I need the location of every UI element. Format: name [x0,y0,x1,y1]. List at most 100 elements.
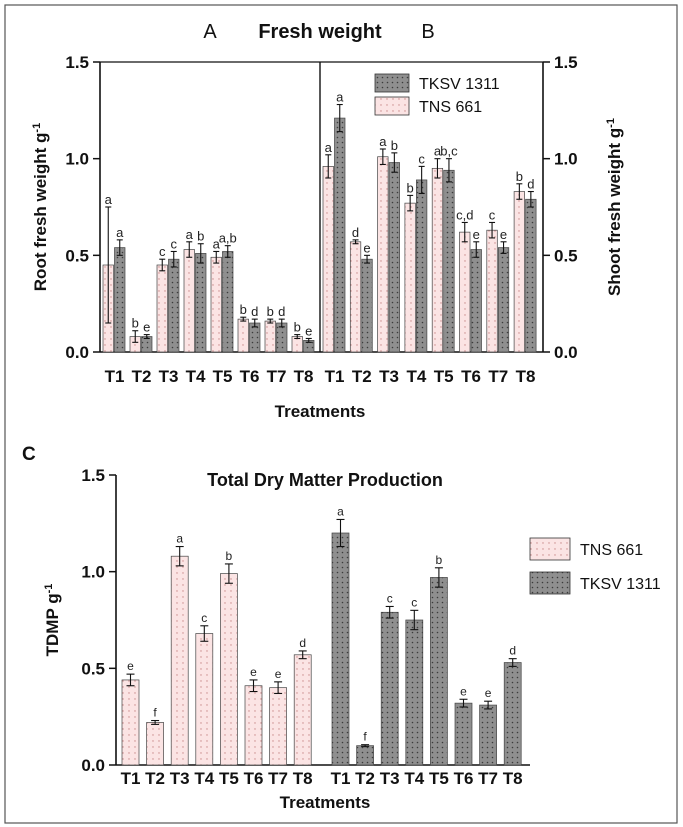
panel-b-significance-letter: d [527,177,534,192]
x-axis-ab-label: Treatments [275,402,366,421]
panel-b-category-label: T2 [352,367,372,386]
y-axis-c-ticks: 0.0 0.5 1.0 1.5 [81,466,116,775]
panel-a-significance-letter: a [186,227,194,242]
panel-c-significance-letter: c [411,595,417,609]
panel-b-significance-letter: a [434,144,442,159]
y-axis-a-ticks: 0.0 0.5 1.0 1.5 [65,53,100,362]
panel-c-significance-letter: e [460,684,467,698]
panel-a-significance-letter: e [305,323,312,338]
panel-b-category-label: T4 [406,367,426,386]
panel-a-significance-letter: a [213,236,221,251]
panel-a-bar [195,253,207,353]
panel-b-bar [377,156,389,353]
panel-b-bar [349,241,362,353]
panel-b-y-tick-label: 1.0 [554,150,578,169]
panel-b-bar [334,117,346,353]
panel-b-bar [497,247,510,353]
panel-a-categories: T1 T2 T3 T4 T5 T6 T7 T8 [105,367,314,386]
panel-b-significance-letter: c [489,207,496,222]
legend-c: TNS 661 TKSV 1311 [529,537,661,595]
panel-a-significance-letter: b [294,320,301,335]
panel-c-bar [244,685,263,766]
panel-a-significance-letter: c [159,244,166,259]
panel-c-title: Total Dry Matter Production [207,470,443,490]
panel-a-significance-letter: b [132,316,139,331]
panel-c-significance-letter: e [275,667,282,681]
panel-b-significance-letter: e [363,240,370,255]
panel-b-significance-letter: a [379,134,387,149]
panel-c-significance-letter: d [299,636,306,650]
panel-a-category-label: T7 [267,367,287,386]
panel-a-category-label: T4 [186,367,206,386]
panel-c-significance-letter: f [153,706,157,720]
panel-a-label: A [203,21,217,43]
panel-b-y-tick-label: 1.5 [554,53,578,72]
panel-b-bar [388,162,400,353]
panel-a-category-label: T5 [213,367,233,386]
panel-c-bar [454,702,473,766]
x-axis-c-label: Treatments [280,793,371,812]
panel-c-category-label: T3 [170,769,190,788]
panel-c-bar [195,633,214,766]
panel-c-significance-letter: a [337,504,344,518]
panel-b-category-label: T8 [516,367,536,386]
legend-b-swatch-1 [374,73,410,93]
panel-c-category-label: T1 [121,769,141,788]
panel-a-y-tick-label: 1.0 [65,150,89,169]
panel-b-bar [443,169,455,353]
panel-b-significance-letter: b [407,180,414,195]
panel-b-significance-letter: b [516,169,523,184]
panel-c-category-label: T4 [404,769,424,788]
y-axis-b-ticks: 0.0 0.5 1.0 1.5 [543,53,578,362]
panel-a-bar [264,320,276,353]
panel-c-bar [356,745,374,766]
panel-c-bar [430,577,448,766]
panel-b-bar [486,229,498,353]
panel-a-category-label: T6 [240,367,260,386]
panel-c-category-label: T5 [429,769,449,788]
y-axis-a-label-main: Root fresh weight g [31,133,50,292]
panel-c-category-label: T2 [355,769,375,788]
panel-a-category-label: T3 [159,367,179,386]
panel-c-bar [170,555,189,766]
panel-a-significance-letter: b [197,229,204,244]
panel-c-significance-letter: c [201,611,207,625]
panel-a-category-label: T8 [294,367,314,386]
panel-c-categories: T1 T2 T3 T4 T5 T6 T7 T8 T1 T2 T3 T4 T5 T6 T7 T8 [121,769,523,788]
panel-a-bar [156,264,168,353]
panel-c-category-label: T7 [478,769,498,788]
panel-b-bar [431,167,444,353]
panel-c-significance-letter: e [250,665,257,679]
panel-c-category-label: T8 [503,769,523,788]
panel-b-significance-letter: e [473,227,480,242]
legend-b-entry-1: TKSV 1311 [419,76,500,93]
panel-b-label: B [421,21,434,43]
panel-c-label: C [22,444,36,465]
y-axis-b-label-sup: -1 [605,118,617,128]
panel-b-bar [525,198,537,353]
panel-c-category-label: T7 [268,769,288,788]
panel-b-y-tick-label: 0.5 [554,246,578,265]
legend-c-swatch-2 [529,571,571,595]
panel-a-significance-letter: d [278,304,285,319]
panel-c-category-label: T4 [194,769,214,788]
panel-a-bar [183,249,195,353]
legend-b: TKSV 1311 TNS 661 [374,73,500,116]
panel-b-bar [470,249,482,353]
panel-a-significance-letter: c [171,236,178,251]
panel-b-bar [404,202,416,353]
panel-c-category-label: T8 [293,769,313,788]
panel-c-bar [121,679,140,766]
panel-c-bar [269,687,287,766]
panel-a-y-tick-label: 0.5 [65,246,89,265]
panel-c-significance-letter: a [176,532,183,546]
panel-c-category-label: T6 [454,769,474,788]
panel-c-category-label: T1 [331,769,351,788]
panel-b-category-label: T1 [325,367,345,386]
panel-b-category-label: T6 [461,367,481,386]
panel-c-bar [293,654,312,766]
panel-a-bar [114,247,126,353]
panel-c-bar [405,619,424,766]
